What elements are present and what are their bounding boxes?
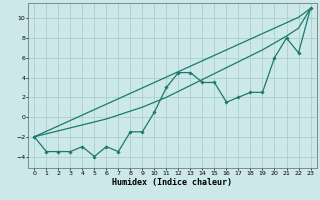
X-axis label: Humidex (Indice chaleur): Humidex (Indice chaleur) <box>112 178 232 187</box>
